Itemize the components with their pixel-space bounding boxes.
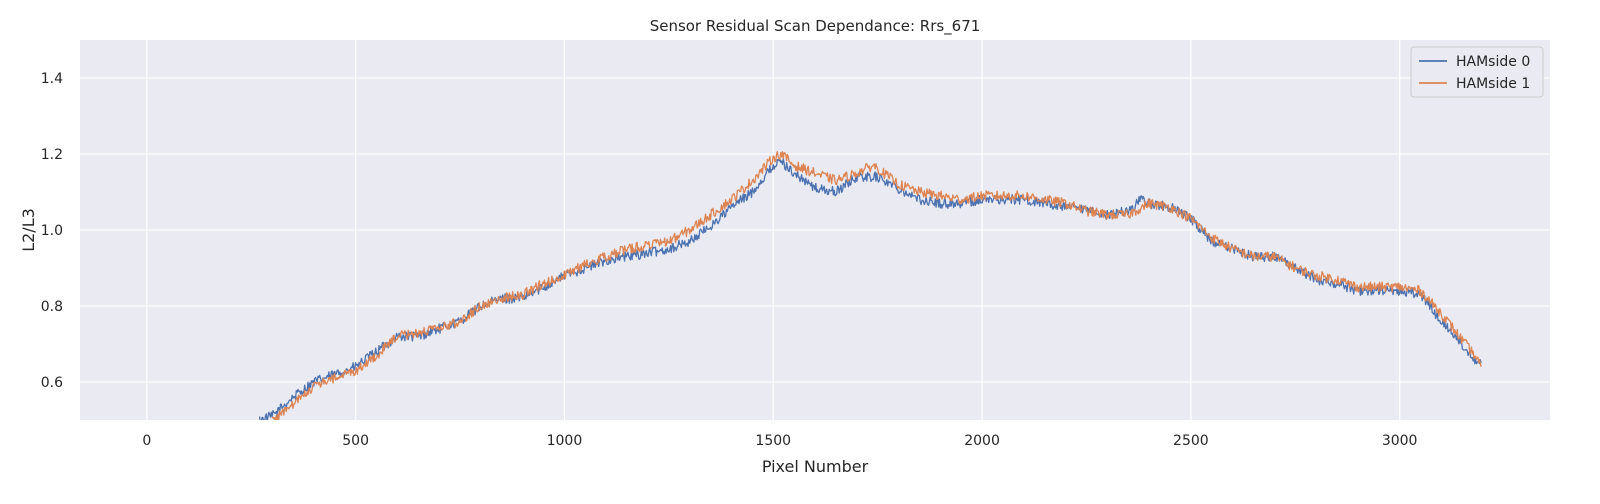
x-tick-label: 1000 <box>547 433 583 449</box>
y-tick-label: 0.6 <box>41 375 63 391</box>
x-tick-label: 2000 <box>964 433 1000 449</box>
series-line-hamside-1 <box>271 150 1482 420</box>
legend: HAMside 0 HAMside 1 <box>1410 46 1544 98</box>
x-tick-label: 1500 <box>755 433 791 449</box>
x-tick-label: 0 <box>142 433 151 449</box>
y-tick-label: 1.0 <box>41 223 63 239</box>
x-tick-label: 500 <box>342 433 369 449</box>
x-axis-label: Pixel Number <box>762 457 869 476</box>
series-group <box>258 150 1482 420</box>
chart-title: Sensor Residual Scan Dependance: Rrs_671 <box>650 17 981 36</box>
legend-box <box>1410 46 1544 98</box>
legend-label: HAMside 0 <box>1456 54 1530 70</box>
x-tick-label: 3000 <box>1382 433 1418 449</box>
y-tick-label: 1.4 <box>41 71 63 87</box>
y-axis-label: L2/L3 <box>19 208 38 252</box>
y-tick-label: 1.2 <box>41 147 63 163</box>
y-tick-label: 0.8 <box>41 299 63 315</box>
legend-label: HAMside 1 <box>1456 76 1530 92</box>
x-tick-label: 2500 <box>1173 433 1209 449</box>
tick-labels: 0 500 1000 1500 2000 2500 3000 0.6 0.8 1.0 1.2 1.4 <box>41 71 1418 449</box>
